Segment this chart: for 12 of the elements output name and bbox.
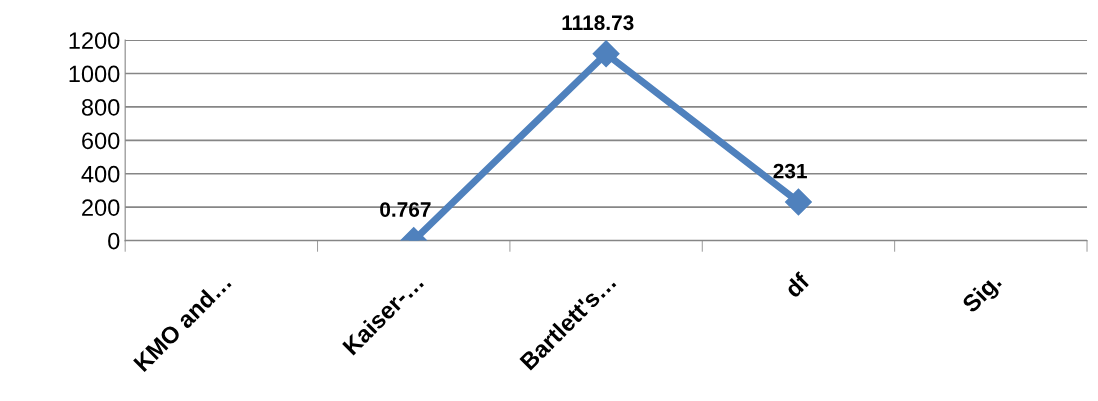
data-label: 0.767 — [380, 202, 431, 217]
data-label: 1118.73 — [562, 15, 634, 31]
y-tick-label: 800 — [81, 99, 120, 116]
y-tick-label: 1200 — [69, 32, 120, 49]
y-tick-label: 600 — [82, 132, 120, 150]
x-tick-label: df — [783, 271, 811, 299]
data-label: 231 — [773, 163, 807, 179]
y-tick-label: 400 — [81, 165, 120, 183]
x-tick-label: Sig. — [960, 272, 1006, 317]
y-tick-label: 1000 — [69, 65, 120, 83]
y-tick-label: 200 — [82, 199, 120, 216]
y-tick-label: 0 — [108, 232, 120, 250]
